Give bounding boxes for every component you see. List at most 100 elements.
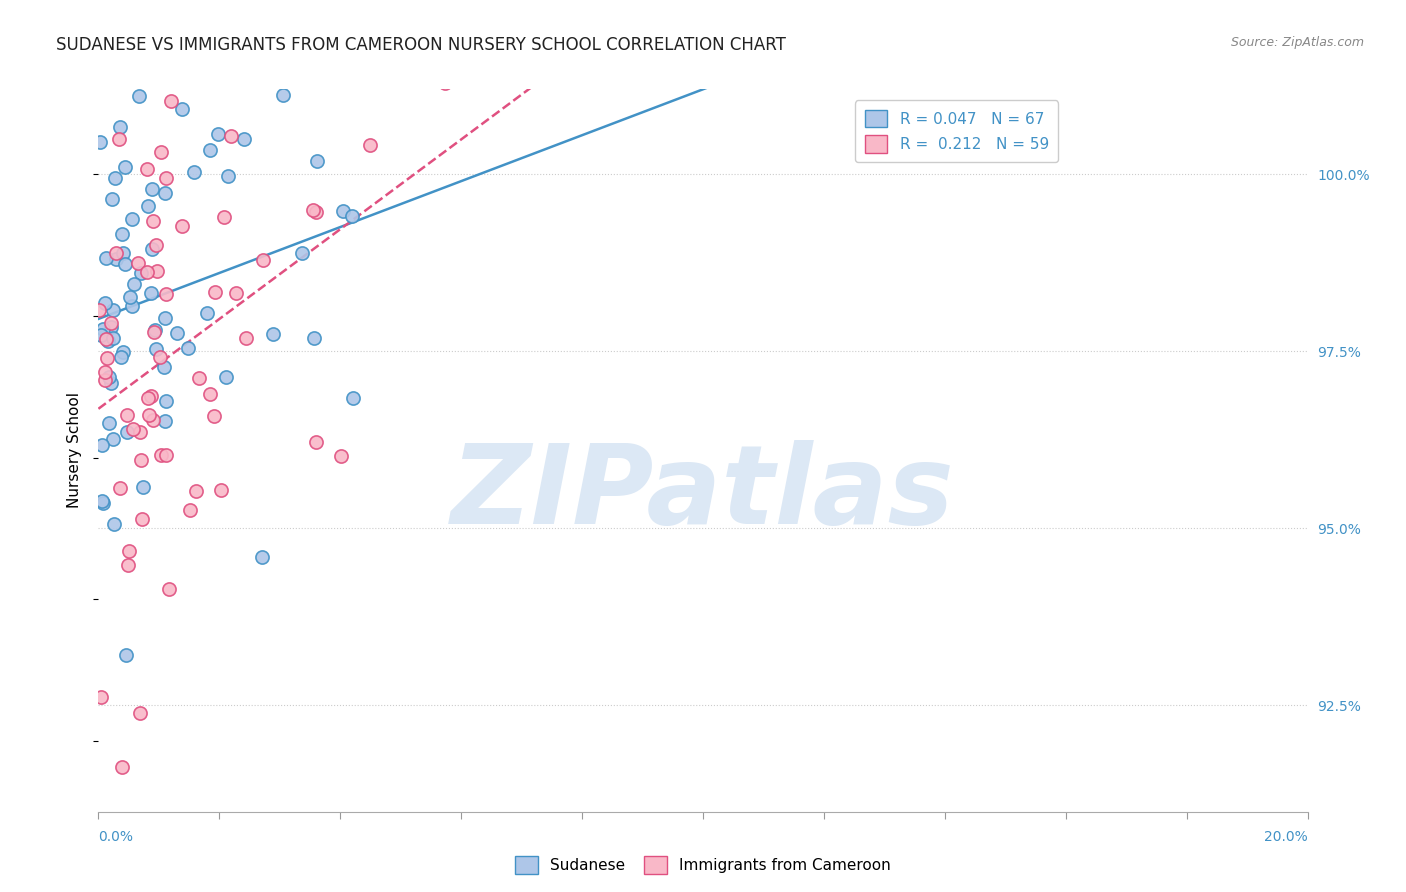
Point: [200, 387, 222, 401]
Point: [202, 409, 225, 423]
Point: [149, 350, 172, 364]
Point: [108, 120, 131, 135]
Point: [118, 544, 141, 558]
Point: [204, 285, 226, 299]
Point: [104, 252, 127, 267]
Point: [108, 481, 131, 495]
Point: [98, 370, 121, 384]
Point: [302, 202, 325, 217]
Point: [91, 322, 114, 336]
Point: [141, 243, 163, 257]
Text: ZIPatlas: ZIPatlas: [451, 441, 955, 548]
Point: [141, 182, 163, 196]
Point: [342, 391, 364, 405]
Point: [90, 437, 112, 451]
Point: [166, 326, 188, 340]
Point: [225, 285, 247, 300]
Point: [111, 227, 134, 242]
Point: [103, 170, 125, 185]
Legend: Sudanese, Immigrants from Cameroon: Sudanese, Immigrants from Cameroon: [509, 850, 897, 880]
Point: [90, 690, 112, 704]
Point: [98, 417, 121, 431]
Point: [233, 132, 256, 146]
Point: [87, 302, 110, 317]
Point: [121, 422, 143, 436]
Point: [359, 138, 381, 153]
Point: [103, 331, 125, 345]
Point: [114, 648, 136, 663]
Point: [121, 299, 143, 313]
Legend: R = 0.047   N = 67, R =  0.212   N = 59: R = 0.047 N = 67, R = 0.212 N = 59: [855, 101, 1059, 161]
Point: [97, 334, 120, 349]
Point: [115, 425, 138, 439]
Point: [143, 323, 166, 337]
Point: [153, 414, 176, 428]
Point: [112, 345, 135, 359]
Point: [150, 145, 173, 159]
Point: [190, 58, 212, 72]
Point: [155, 393, 177, 408]
Point: [179, 503, 201, 517]
Point: [153, 186, 176, 200]
Point: [128, 88, 150, 103]
Point: [170, 219, 193, 233]
Point: [305, 154, 328, 169]
Point: [94, 332, 117, 346]
Point: [90, 328, 112, 343]
Text: SUDANESE VS IMMIGRANTS FROM CAMEROON NURSERY SCHOOL CORRELATION CHART: SUDANESE VS IMMIGRANTS FROM CAMEROON NUR…: [56, 36, 786, 54]
Point: [100, 316, 122, 330]
Point: [291, 246, 314, 260]
Point: [235, 331, 257, 345]
Point: [433, 76, 456, 90]
Point: [305, 205, 328, 219]
Point: [183, 164, 205, 178]
Point: [340, 209, 363, 223]
Point: [139, 389, 162, 403]
Point: [146, 264, 169, 278]
Point: [332, 203, 354, 218]
Point: [96, 351, 118, 365]
Point: [136, 391, 159, 405]
Point: [250, 550, 273, 565]
Point: [157, 582, 180, 596]
Point: [139, 286, 162, 301]
Point: [262, 326, 284, 341]
Point: [93, 365, 115, 379]
Point: [195, 306, 218, 320]
Point: [184, 483, 207, 498]
Point: [129, 706, 152, 720]
Point: [142, 214, 165, 228]
Point: [94, 295, 117, 310]
Point: [215, 370, 238, 384]
Point: [128, 425, 150, 439]
Point: [252, 252, 274, 267]
Point: [305, 434, 328, 449]
Point: [101, 432, 124, 446]
Text: 0.0%: 0.0%: [98, 830, 134, 844]
Point: [145, 342, 167, 356]
Y-axis label: Nursery School: Nursery School: [67, 392, 83, 508]
Point: [114, 257, 136, 271]
Point: [209, 483, 232, 497]
Point: [115, 408, 138, 422]
Text: 20.0%: 20.0%: [1264, 830, 1308, 844]
Point: [198, 143, 221, 157]
Point: [112, 246, 135, 260]
Point: [100, 320, 122, 334]
Point: [129, 453, 152, 467]
Point: [217, 169, 239, 184]
Point: [94, 373, 117, 387]
Point: [108, 132, 131, 146]
Point: [302, 331, 325, 345]
Point: [136, 265, 159, 279]
Point: [114, 161, 136, 175]
Point: [127, 256, 149, 270]
Point: [153, 311, 176, 326]
Point: [177, 341, 200, 355]
Text: Source: ZipAtlas.com: Source: ZipAtlas.com: [1230, 36, 1364, 49]
Point: [165, 33, 187, 47]
Point: [187, 371, 209, 385]
Point: [101, 193, 124, 207]
Point: [170, 102, 193, 116]
Point: [135, 162, 157, 177]
